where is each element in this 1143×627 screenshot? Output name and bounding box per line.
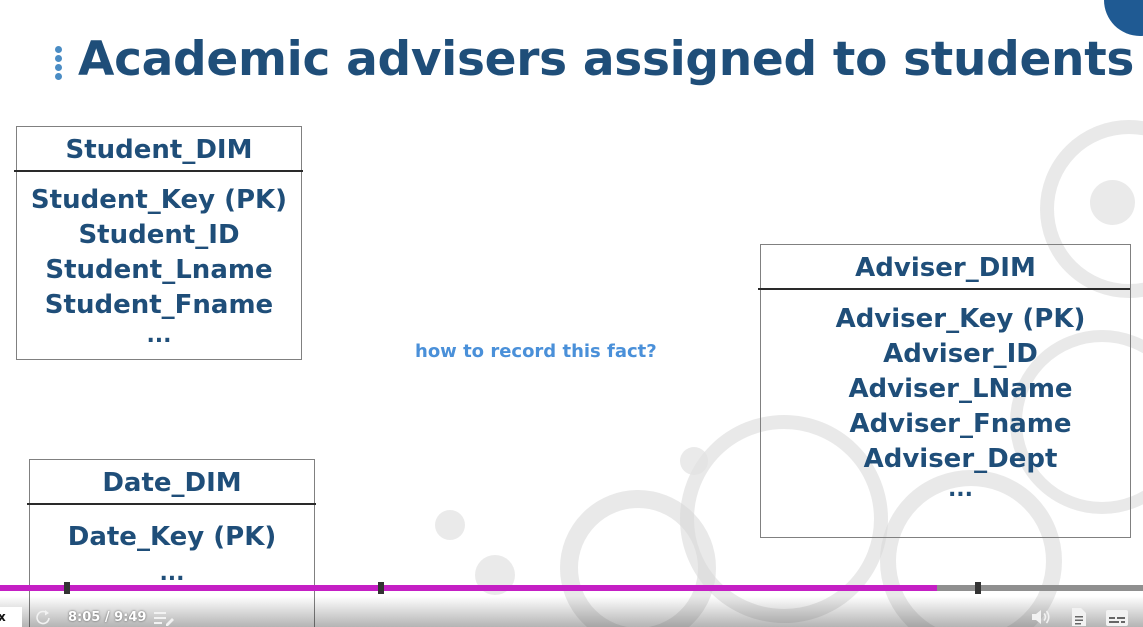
entity-attribute: Adviser_ID [883, 339, 1038, 369]
playlist-icon[interactable] [153, 609, 175, 627]
decorative-dot [1090, 180, 1135, 225]
player-controls-bar [0, 596, 1143, 627]
entity-attribute: Date_Key (PK) [67, 522, 277, 552]
title-bullet-icon [55, 46, 63, 86]
entity-divider [758, 288, 1130, 290]
transcript-icon[interactable] [1069, 607, 1089, 627]
entity-attribute: Student_Key (PK) [30, 185, 288, 215]
entity-attribute: Adviser_Key (PK) [835, 304, 1086, 334]
student-dim-entity: Student_DIM Student_Key (PK) Student_ID … [14, 126, 303, 360]
volume-icon[interactable] [1030, 607, 1052, 627]
entity-name: Student_DIM [65, 135, 253, 165]
entity-attribute: Student_Lname [45, 255, 273, 285]
corner-badge[interactable]: x [0, 607, 22, 627]
entity-name: Adviser_DIM [855, 253, 1036, 283]
entity-attribute: Student_Fname [44, 290, 274, 320]
captions-icon[interactable] [1105, 609, 1129, 627]
date-dim-entity: Date_DIM Date_Key (PK) ... [27, 459, 316, 627]
entity-attribute: Adviser_Dept [863, 444, 1058, 474]
chapter-marker[interactable] [975, 582, 981, 594]
entity-attribute: Adviser_Fname [849, 409, 1072, 439]
entity-attribute: Adviser_LName [848, 374, 1073, 404]
progress-fill [0, 585, 937, 591]
chapter-marker[interactable] [64, 582, 70, 594]
question-text: how to record this fact? [415, 341, 657, 362]
entity-attribute: ... [146, 323, 172, 348]
decorative-dot [680, 447, 708, 475]
adviser-dim-entity: Adviser_DIM Adviser_Key (PK) Adviser_ID … [758, 244, 1131, 538]
entity-attribute: ... [159, 561, 185, 586]
replay-icon[interactable] [33, 607, 53, 627]
chapter-marker[interactable] [378, 582, 384, 594]
entity-attribute: Student_ID [78, 220, 240, 250]
entity-attribute: ... [947, 477, 974, 502]
entity-divider [27, 503, 316, 505]
corner-decoration [1104, 0, 1143, 36]
entity-name: Date_DIM [102, 468, 242, 498]
time-display: 8:05 / 9:49 [68, 610, 147, 625]
slide-title: Academic advisers assigned to students [78, 32, 1135, 87]
entity-divider [14, 170, 303, 172]
decorative-dot [435, 510, 465, 540]
